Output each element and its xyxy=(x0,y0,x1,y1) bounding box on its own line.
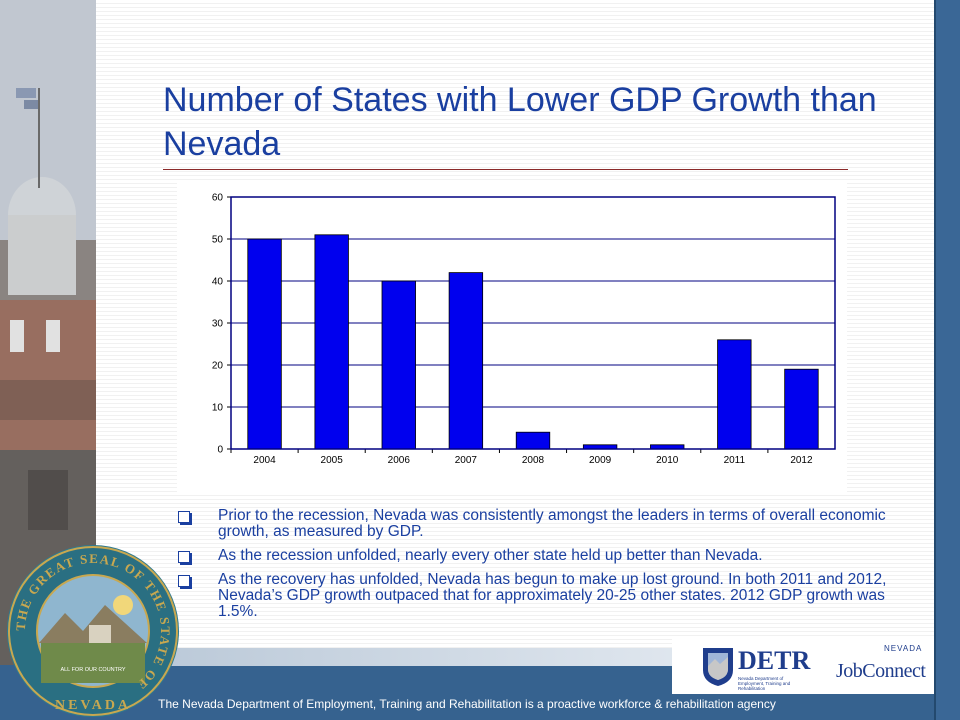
jobconnect-state: NEVADA xyxy=(884,644,923,653)
y-tick-label: 50 xyxy=(212,235,224,246)
bar-2012 xyxy=(784,368,819,450)
detr-wordmark: DETR xyxy=(738,646,811,675)
x-tick-label: 2012 xyxy=(790,455,813,466)
y-tick-label: 40 xyxy=(212,277,224,288)
y-tick-label: 10 xyxy=(212,403,224,414)
y-tick-label: 20 xyxy=(212,361,224,372)
y-tick-label: 30 xyxy=(212,319,224,330)
x-tick-label: 2004 xyxy=(253,455,276,466)
bullet-text: As the recession unfolded, nearly every … xyxy=(218,547,763,564)
bar-2006 xyxy=(381,280,416,450)
bar-chart: 0 10 20 30 40 50 60 2004 2005 2006 2007 2008 2009 20… xyxy=(177,181,847,493)
chart-plot-border xyxy=(230,196,836,450)
bullet-text: Prior to the recession, Nevada was consi… xyxy=(218,507,886,540)
agency-logos: DETR Nevada Department of Employment, Tr… xyxy=(672,638,934,694)
bar-2008 xyxy=(515,431,551,450)
x-tick-label: 2007 xyxy=(455,455,478,466)
bullet-text: As the recovery has unfolded, Nevada has… xyxy=(218,571,887,620)
x-tick-label: 2011 xyxy=(724,455,746,466)
y-tick-label: 0 xyxy=(217,445,223,456)
nevada-state-seal: THE GREAT SEAL OF THE STATE OF ALL FOR O… xyxy=(7,545,179,717)
capitol-building-illustration xyxy=(0,0,96,665)
seal-state-name: NEVADA xyxy=(55,698,131,713)
seal-motto: ALL FOR OUR COUNTRY xyxy=(60,667,125,673)
x-tick-label: 2005 xyxy=(321,455,344,466)
slide-title: Number of States with Lower GDP Growth t… xyxy=(163,81,877,163)
detr-subtitle: Nevada Department of Employment, Trainin… xyxy=(738,676,791,691)
bar-2005 xyxy=(314,234,349,450)
jobconnect-logo: JobConnect xyxy=(836,660,926,682)
bullet-item: As the recovery has unfolded, Nevada has… xyxy=(175,572,910,620)
footer-tagline: The Nevada Department of Employment, Tra… xyxy=(158,697,776,711)
checkbox-bullet-icon xyxy=(178,575,190,587)
checkbox-bullet-icon xyxy=(178,511,190,523)
footer-highlight xyxy=(96,648,676,666)
chart-x-ticks: 2004 2005 2006 2007 2008 2009 2010 2011 2012 xyxy=(230,449,813,466)
x-tick-label: 2006 xyxy=(388,455,411,466)
x-tick-label: 2009 xyxy=(589,455,612,466)
capitol-photo xyxy=(0,0,96,665)
detr-shield-icon xyxy=(703,648,733,686)
checkbox-bullet-icon xyxy=(178,551,190,563)
bar-2007 xyxy=(448,272,484,450)
bullet-list: Prior to the recession, Nevada was consi… xyxy=(175,508,910,628)
bar-2011 xyxy=(717,339,752,450)
right-border-strip xyxy=(934,0,960,720)
chart-y-ticks: 0 10 20 30 40 50 60 xyxy=(212,193,231,456)
detr-logo: DETR Nevada Department of Employment, Tr… xyxy=(700,644,816,691)
chart-bars xyxy=(247,234,819,450)
bar-2004 xyxy=(247,238,282,450)
bullet-item: Prior to the recession, Nevada was consi… xyxy=(175,508,910,540)
bullet-item: As the recession unfolded, nearly every … xyxy=(175,548,910,564)
title-divider xyxy=(163,169,848,170)
x-tick-label: 2008 xyxy=(522,455,545,466)
y-tick-label: 60 xyxy=(212,193,224,204)
x-tick-label: 2010 xyxy=(656,455,679,466)
